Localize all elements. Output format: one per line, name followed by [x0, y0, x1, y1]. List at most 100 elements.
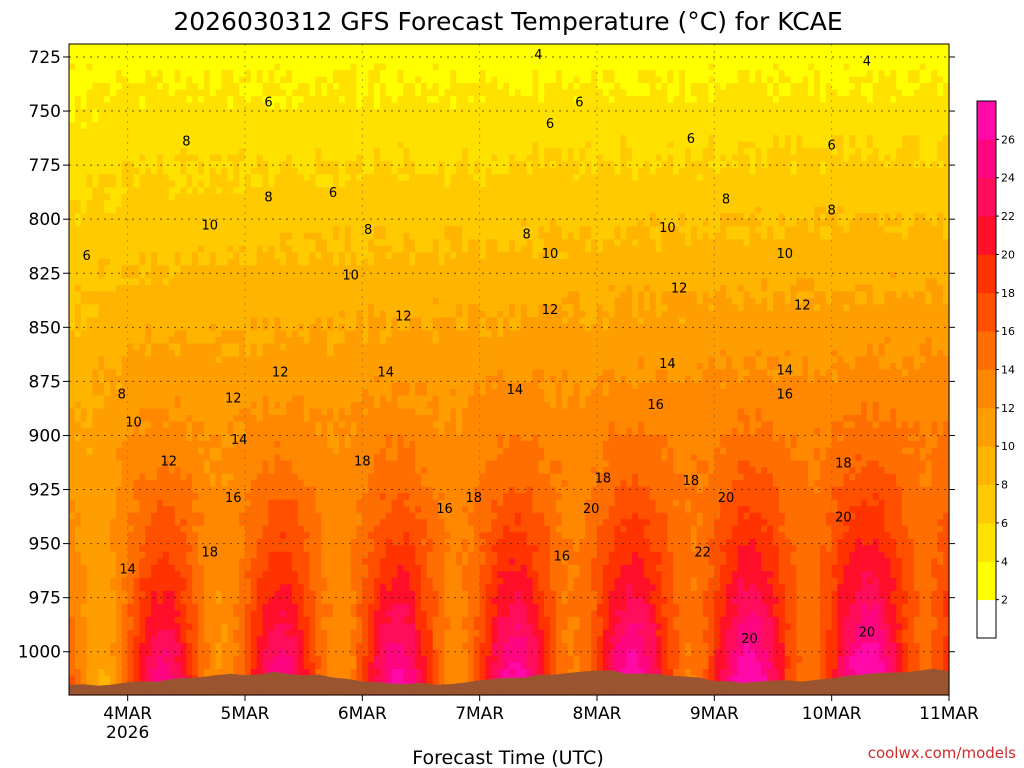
colorbar-label: 18: [1001, 287, 1015, 300]
colorbar-bin: [977, 254, 996, 294]
y-tick-label: 850: [29, 318, 61, 338]
colorbar-bin: [977, 101, 996, 140]
x-tick-label: 10MAR: [802, 704, 862, 724]
y-tick-label: 950: [29, 535, 61, 555]
contour-label: 6: [546, 117, 554, 132]
contour-label: 8: [118, 387, 126, 402]
contour-label: 18: [835, 457, 852, 472]
colorbar-bin: [977, 292, 996, 332]
contour-label: 8: [828, 204, 836, 219]
y-tick-label: 775: [29, 156, 61, 176]
contour-label: 16: [225, 491, 242, 506]
contour-label: 10: [342, 268, 359, 283]
colorbar-label: 12: [1001, 402, 1015, 415]
colorbar-bin: [977, 522, 996, 562]
contour-label: 20: [741, 632, 758, 647]
colorbar-label: 10: [1001, 440, 1015, 453]
colorbar-bin: [977, 216, 996, 255]
terrain-band: [69, 668, 949, 695]
y-tick-label: 975: [29, 589, 61, 609]
contour-label: 12: [160, 454, 177, 469]
contour-label: 12: [671, 281, 688, 296]
colorbar-label: 16: [1001, 325, 1015, 338]
colorbar-label: 20: [1001, 248, 1015, 261]
y-tick-label: 750: [29, 102, 61, 122]
contour-label: 14: [776, 364, 793, 379]
colorbar-bin: [977, 369, 996, 409]
contour-label: 4: [863, 54, 871, 69]
contour-label: 10: [659, 221, 676, 236]
colorbar-label: 2: [1001, 594, 1008, 607]
y-tick-label: 900: [29, 426, 61, 446]
y-tick-label: 875: [29, 372, 61, 392]
contour-label: 8: [364, 223, 372, 238]
x-tick-label: 5MAR: [221, 704, 270, 724]
x-tick-label: 8MAR: [573, 704, 622, 724]
contour-label: 12: [794, 299, 811, 314]
colorbar-label: 26: [1001, 133, 1015, 146]
contour-label: 14: [507, 383, 524, 398]
contour-label: 6: [329, 186, 337, 201]
x-tick-label: 4MAR: [103, 704, 152, 724]
contour-labels: 4 4 6 6 6 6 6 6 8 8 6 8 8 8 8 10 10 10 10 10 12 12 12 12 12 12 10 8…: [82, 48, 875, 647]
contour-label: 18: [683, 474, 700, 489]
contour-label: 12: [395, 310, 412, 325]
contour-label: 14: [659, 357, 676, 372]
contour-label: 18: [595, 472, 612, 487]
contour-label: 6: [575, 95, 583, 110]
colorbar-bin: [977, 177, 996, 217]
contour-label: 6: [828, 139, 836, 154]
y-tick-label: 800: [29, 210, 61, 230]
contour-label: 20: [835, 511, 852, 526]
contour-label: 6: [82, 249, 90, 264]
colorbar-bin: [977, 331, 996, 370]
contour-label: 8: [722, 193, 730, 208]
contour-label: 18: [354, 454, 371, 469]
x-axis-label: Forecast Time (UTC): [412, 747, 603, 768]
contour-label: 12: [542, 303, 559, 318]
colorbar-label: 8: [1001, 479, 1008, 492]
contour-label: 6: [687, 132, 695, 147]
contour-label: 16: [776, 387, 793, 402]
contour-label: 22: [694, 545, 711, 560]
colorbar-label: 22: [1001, 210, 1015, 223]
contour-label: 14: [378, 366, 395, 381]
y-tick-label: 725: [29, 48, 61, 68]
colorbar-label: 4: [1001, 555, 1008, 568]
y-tick-label: 825: [29, 264, 61, 284]
x-tick-label: 6MAR: [338, 704, 387, 724]
colorbar-bin: [977, 561, 996, 601]
plot-frame: [68, 43, 950, 696]
contour-label: 10: [202, 219, 219, 234]
contour-label: 16: [647, 398, 664, 413]
contour-label: 18: [202, 545, 219, 560]
contour-label: 14: [231, 433, 248, 448]
plot-area: 4 4 6 6 6 6 6 6 8 8 6 8 8 8 8 10 10 10 10 10 12 12 12 12 12 12 10 8…: [18, 43, 979, 743]
contour-label: 10: [542, 247, 559, 262]
chart-title: 2026030312 GFS Forecast Temperature (°C)…: [173, 7, 842, 36]
x-tick-label: 7MAR: [455, 704, 504, 724]
x-tick-label: 11MAR: [919, 704, 979, 724]
contour-label: 8: [522, 227, 530, 242]
contour-label: 20: [583, 502, 600, 517]
colorbar-label: 24: [1001, 172, 1015, 185]
temperature-field: [69, 44, 950, 696]
contour-label: 12: [225, 392, 242, 407]
contour-label: 4: [534, 48, 542, 63]
contour-label: 12: [272, 366, 289, 381]
y-tick-label: 925: [29, 481, 61, 501]
y-tick-label: 1000: [18, 643, 61, 663]
colorbar-bin: [977, 446, 996, 485]
colorbar-bin: [977, 599, 996, 639]
contour-label: 20: [859, 625, 876, 640]
x-tick-sublabel: 2026: [106, 723, 149, 743]
credit-text: coolwx.com/models: [868, 744, 1016, 762]
contour-label: 6: [264, 95, 272, 110]
contour-label: 14: [119, 563, 136, 578]
colorbar-label: 14: [1001, 364, 1015, 377]
contour-label: 8: [182, 134, 190, 149]
contour-label: 20: [718, 491, 735, 506]
